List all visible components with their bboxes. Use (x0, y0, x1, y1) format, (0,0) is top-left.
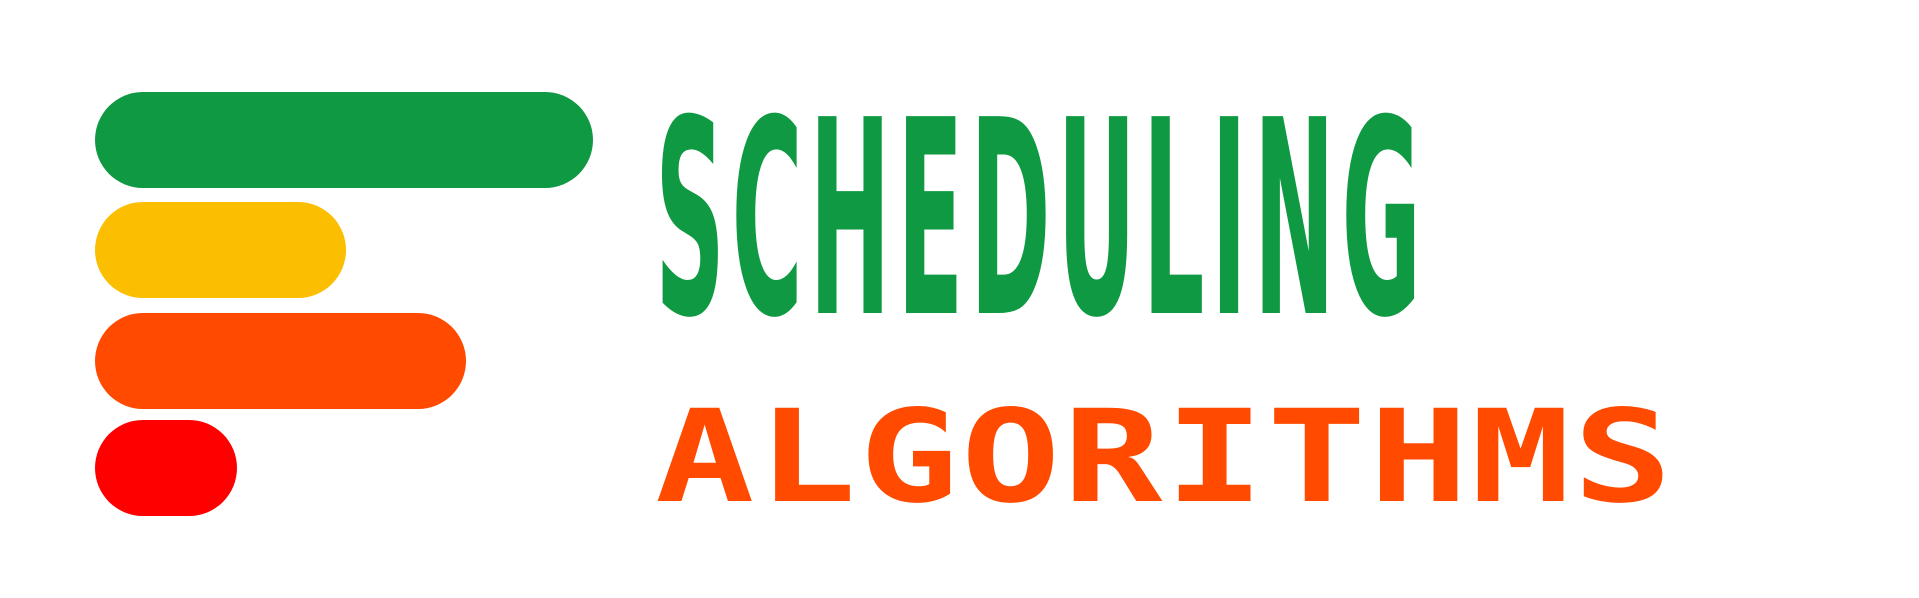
red-bar (95, 420, 237, 516)
orange-bar (95, 313, 466, 409)
yellow-bar (95, 202, 346, 298)
title-algorithms: ALGORITHMS (655, 383, 1675, 532)
title-scheduling: SCHEDULING (655, 62, 1428, 377)
logo-bars-icon (0, 0, 620, 598)
logo-title: SCHEDULING ALGORITHMS (655, 80, 1855, 540)
green-bar (95, 92, 593, 188)
